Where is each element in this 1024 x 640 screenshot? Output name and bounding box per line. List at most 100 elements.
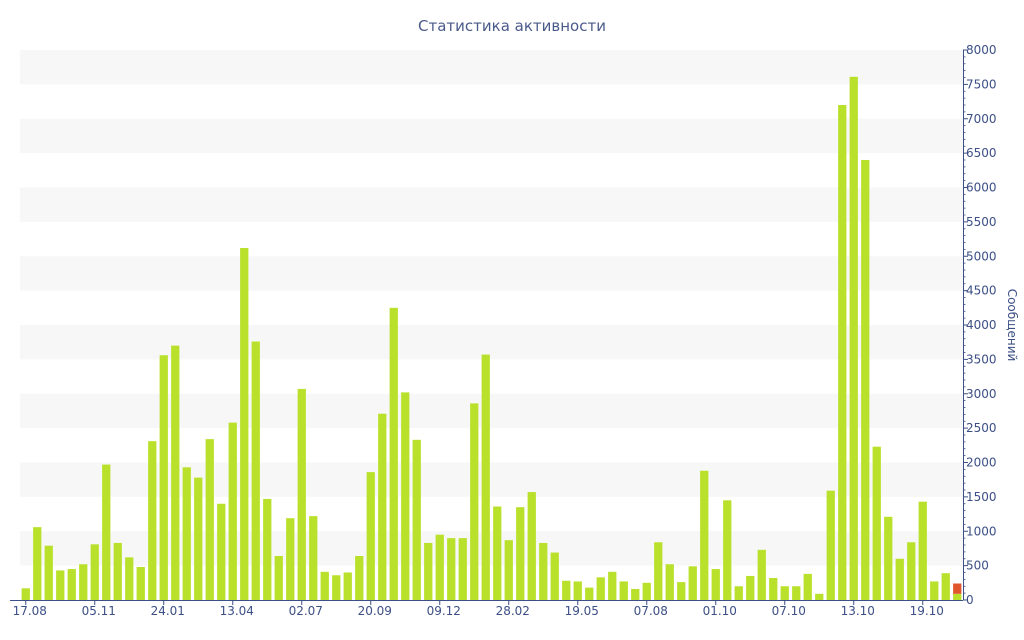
- bar[interactable]: [33, 527, 42, 600]
- bar[interactable]: [481, 354, 490, 600]
- bar[interactable]: [780, 586, 789, 600]
- bar[interactable]: [332, 575, 341, 600]
- bar[interactable]: [596, 577, 605, 600]
- x-tick-label: 01.10: [703, 604, 737, 618]
- bar[interactable]: [619, 581, 628, 600]
- bar[interactable]: [263, 498, 272, 600]
- bar[interactable]: [136, 567, 145, 600]
- current-period-bar-highlight[interactable]: [953, 583, 962, 594]
- bar[interactable]: [228, 422, 237, 600]
- x-tick-label: 05.11: [82, 604, 116, 618]
- x-tick-label: 17.08: [13, 604, 47, 618]
- y-tick-label: 5000: [966, 249, 997, 263]
- bar[interactable]: [343, 572, 352, 601]
- bar[interactable]: [585, 587, 594, 600]
- bar[interactable]: [872, 446, 881, 600]
- x-tick-label: 07.10: [772, 604, 806, 618]
- bar[interactable]: [792, 586, 801, 600]
- bar[interactable]: [113, 542, 122, 600]
- bar[interactable]: [251, 341, 260, 601]
- bar[interactable]: [458, 538, 467, 600]
- bar[interactable]: [815, 593, 824, 600]
- bar[interactable]: [734, 586, 743, 600]
- grid-band: [20, 325, 963, 360]
- bar[interactable]: [309, 516, 318, 600]
- bar[interactable]: [447, 538, 456, 600]
- bar[interactable]: [861, 160, 870, 600]
- bar[interactable]: [907, 542, 916, 600]
- bar[interactable]: [182, 467, 191, 600]
- bar[interactable]: [757, 549, 766, 600]
- bar[interactable]: [608, 571, 617, 600]
- bar[interactable]: [550, 552, 559, 600]
- bar[interactable]: [470, 403, 479, 600]
- bar[interactable]: [654, 542, 663, 600]
- bar[interactable]: [286, 518, 295, 600]
- bar[interactable]: [504, 540, 513, 600]
- bar[interactable]: [67, 569, 76, 600]
- bar[interactable]: [838, 105, 847, 600]
- bar[interactable]: [401, 392, 410, 600]
- bar[interactable]: [171, 345, 180, 600]
- bar[interactable]: [688, 566, 697, 600]
- grid-band: [20, 50, 963, 85]
- bar[interactable]: [493, 506, 502, 601]
- x-tick-label: 13.04: [220, 604, 254, 618]
- bar[interactable]: [573, 581, 582, 600]
- bar[interactable]: [516, 507, 525, 600]
- bar[interactable]: [700, 470, 709, 600]
- bar[interactable]: [389, 307, 398, 600]
- bar[interactable]: [918, 501, 927, 600]
- bar[interactable]: [665, 564, 674, 600]
- y-tick-label: 1500: [966, 490, 997, 504]
- bar[interactable]: [159, 355, 168, 600]
- bar[interactable]: [941, 573, 950, 600]
- bar[interactable]: [102, 464, 111, 600]
- bar[interactable]: [435, 534, 444, 600]
- bar[interactable]: [631, 589, 640, 600]
- bar[interactable]: [424, 542, 433, 600]
- bar[interactable]: [297, 388, 306, 600]
- bar[interactable]: [355, 556, 364, 600]
- bar[interactable]: [194, 477, 203, 600]
- current-period-bar[interactable]: [953, 593, 962, 600]
- bar[interactable]: [320, 571, 329, 600]
- bar[interactable]: [746, 575, 755, 600]
- bar[interactable]: [884, 516, 893, 600]
- bar[interactable]: [527, 492, 536, 600]
- x-tick-label: 02.07: [289, 604, 323, 618]
- bar[interactable]: [125, 557, 134, 600]
- bar[interactable]: [44, 545, 53, 600]
- bar[interactable]: [412, 439, 421, 600]
- bar[interactable]: [90, 544, 99, 600]
- bar[interactable]: [378, 413, 387, 600]
- bar[interactable]: [21, 588, 30, 600]
- bar[interactable]: [240, 248, 249, 600]
- bar[interactable]: [539, 542, 548, 600]
- bar[interactable]: [217, 503, 226, 600]
- bar[interactable]: [79, 564, 88, 600]
- y-axis-ticks: 0 500 1000 1500 2000 2500 3000 3500 4000 4500 5000…: [963, 43, 997, 607]
- bar[interactable]: [895, 558, 904, 600]
- x-tick-label: 09.12: [427, 604, 461, 618]
- bar[interactable]: [274, 556, 283, 600]
- bar-series: [21, 76, 962, 601]
- y-tick-label: 500: [966, 559, 989, 573]
- bar[interactable]: [711, 569, 720, 600]
- bar[interactable]: [723, 500, 732, 600]
- bar[interactable]: [803, 573, 812, 600]
- bar[interactable]: [642, 582, 651, 600]
- bar[interactable]: [205, 439, 214, 600]
- bar[interactable]: [930, 581, 939, 600]
- bar[interactable]: [677, 582, 686, 600]
- y-tick-label: 2500: [966, 421, 997, 435]
- bar[interactable]: [849, 76, 858, 600]
- bar[interactable]: [826, 490, 835, 600]
- bar[interactable]: [366, 472, 375, 600]
- bar[interactable]: [56, 570, 65, 600]
- bar[interactable]: [562, 580, 571, 600]
- bar[interactable]: [148, 441, 157, 600]
- y-tick-label: 6500: [966, 146, 997, 160]
- bar[interactable]: [769, 578, 778, 600]
